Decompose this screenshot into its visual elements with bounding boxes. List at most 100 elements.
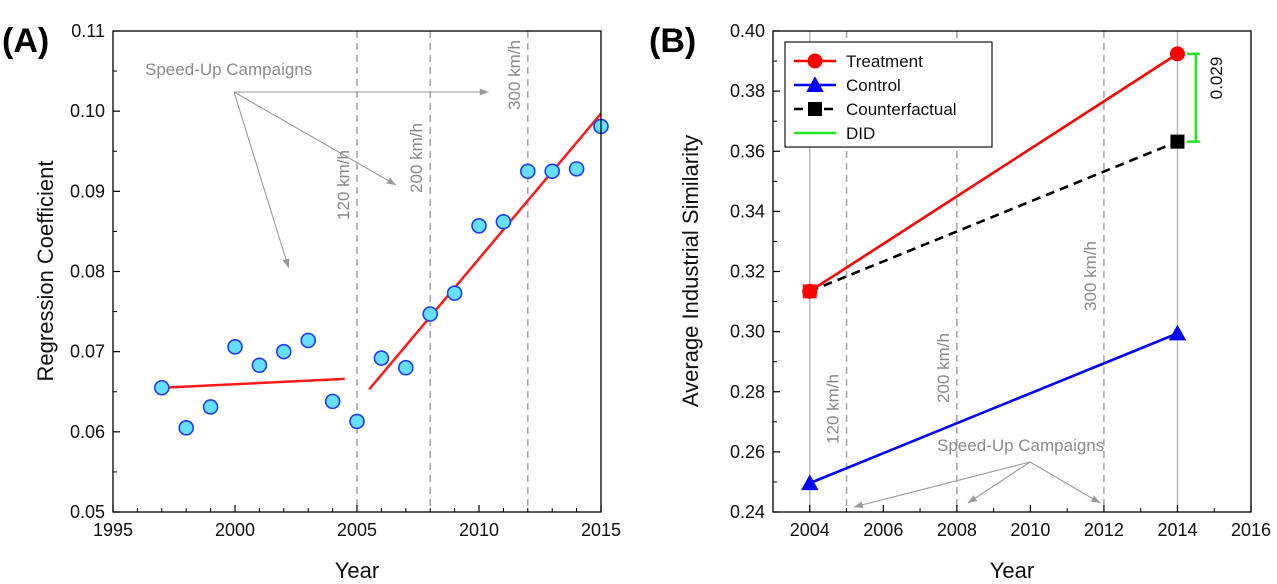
panel-a-data-point	[275, 343, 292, 360]
panel-b-legend-label: DID	[846, 124, 875, 143]
panel-b-label: (B)	[649, 22, 696, 60]
panel-a-y-tick-label: 0.06	[70, 422, 105, 442]
panel-b-series-marker	[1169, 46, 1185, 62]
panel-a-data-point	[471, 218, 487, 234]
panel-a-data-point	[349, 413, 365, 430]
panel-a-x-tick-label: 1995	[93, 520, 133, 540]
panel-b-y-tick-label: 0.24	[730, 502, 765, 522]
panel-b-x-tick-label: 2004	[790, 520, 830, 540]
panel-a-data-point	[300, 332, 317, 349]
panel-a-annotation-arrow	[233, 91, 290, 269]
panel-b-series-marker	[801, 474, 819, 491]
panel-b-legend: Treatment Control Counterfactual DID	[784, 41, 993, 148]
panel-a-vline-label: 200 km/h	[407, 123, 426, 193]
panel-a-x-tick-label: 2005	[337, 520, 377, 540]
panel-a-fit-line	[161, 377, 345, 389]
panel-a-data-point	[519, 163, 536, 180]
panel-b-vlines: 120 km/h 200 km/h 300 km/h	[809, 31, 1179, 512]
panel-b-legend-marker	[807, 53, 823, 69]
panel-b-x-tick-label: 2016	[1231, 520, 1271, 540]
panel-b-arrow-head	[967, 495, 978, 503]
panel-a-points	[154, 118, 609, 436]
panel-a-data-point	[568, 161, 585, 177]
panel-b-x-ticks: 2004 2006 2008 2010 2012 2014 2016	[772, 505, 1271, 540]
panel-a-y-tick-label: 0.05	[70, 502, 105, 522]
panel-b-legend-marker	[808, 102, 822, 116]
panel-a-data-point	[495, 213, 512, 230]
panel-b-legend-label: Counterfactual	[846, 100, 957, 119]
panel-b-annotation: Speed-Up Campaigns	[937, 436, 1104, 455]
panel-a-x-tick-label: 2015	[581, 520, 621, 540]
panel-b-arrow-head	[1090, 495, 1101, 503]
panel-b-series-marker	[1168, 324, 1187, 341]
panel-a-data-point	[154, 379, 170, 396]
panel-b-did-bracket	[1186, 52, 1200, 143]
panel-b-y-tick-label: 0.32	[730, 262, 765, 282]
panel-a-x-tick-label: 2010	[459, 520, 499, 540]
panel-b-series-line	[809, 140, 1178, 293]
panel-b-did-value: 0.029	[1207, 57, 1226, 100]
panel-b-arrow-head	[853, 501, 864, 509]
panel-b-y-tick-label: 0.40	[730, 21, 765, 41]
panel-b-series-marker	[802, 283, 818, 299]
panel-a-data-point	[178, 420, 194, 436]
panel-a-y-tick-label: 0.11	[71, 21, 105, 41]
panel-a-vline-label: 300 km/h	[505, 40, 524, 110]
panel-b-x-tick-label: 2008	[937, 520, 977, 540]
panel-b-annotation-arrow	[967, 461, 1031, 504]
panel-a-x-ticks: 1995 2000 2005 2010 2015	[93, 505, 621, 540]
panel-a-data-point	[422, 306, 439, 322]
panel-b-y-tick-label: 0.34	[730, 201, 765, 221]
panel-b-series-line	[809, 52, 1179, 293]
panel-a-annotation: Speed-Up Campaigns	[145, 60, 312, 79]
panel-a-y-tick-label: 0.08	[70, 262, 105, 282]
panel-a-vline-label: 120 km/h	[334, 150, 353, 220]
panel-b-series-line	[809, 332, 1178, 485]
panel-b-x-axis-label: Year	[990, 558, 1034, 583]
panel-b-y-tick-label: 0.30	[730, 322, 765, 342]
panel-b-x-tick-label: 2010	[1010, 520, 1050, 540]
panel-b-y-ticks: 0.24 0.26 0.28 0.30 0.32 0.34 0.36 0.38 0.40	[730, 21, 780, 522]
panel-b-y-tick-label: 0.26	[730, 442, 765, 462]
panel-a-data-point	[202, 399, 219, 415]
panel-a-y-tick-label: 0.09	[70, 181, 105, 201]
panel-a-y-axis-label: Regression Coefficient	[33, 161, 58, 382]
panel-b-legend-label: Treatment	[846, 52, 923, 71]
panel-b-x-tick-label: 2006	[863, 520, 903, 540]
panel-a-x-tick-label: 2000	[215, 520, 255, 540]
panel-a-arrow-head	[479, 88, 489, 96]
panel-b-annotation-arrow	[1029, 461, 1101, 504]
panel-a-arrow-head	[282, 258, 290, 268]
panel-a-x-axis-label: Year	[335, 558, 379, 583]
panel-b-vline-label: 300 km/h	[1081, 241, 1100, 311]
panel-b-vline-label: 120 km/h	[824, 374, 843, 444]
panel-b-series-marker	[1170, 134, 1185, 149]
panel-a-data-point	[251, 357, 268, 374]
panel-a-y-ticks: 0.05 0.06 0.07 0.08 0.09 0.10 0.11	[70, 21, 120, 522]
panel-a-arrow-head	[386, 177, 397, 185]
panel-a-vlines: 120 km/h 200 km/h 300 km/h	[334, 31, 529, 512]
panel-a-data-point	[227, 339, 243, 355]
panel-b: (B) 120 km/h 200 km/h 300 km/h Speed-Up Ca…	[649, 21, 1271, 583]
panel-b-legend-label: Control	[846, 76, 901, 95]
panel-a-label: (A)	[2, 22, 49, 60]
panel-a-data-point	[544, 163, 561, 180]
panel-b-y-tick-label: 0.28	[730, 382, 765, 402]
panel-b-annotation-arrow	[853, 461, 1031, 508]
panel-a-y-tick-label: 0.10	[70, 101, 105, 121]
panel-b-vline-label: 200 km/h	[934, 333, 953, 403]
panel-b-annotation-arrows	[853, 461, 1101, 509]
panel-a-annotation-arrows	[233, 88, 489, 269]
panel-a-fit-lines	[161, 112, 602, 391]
panel-b-y-tick-label: 0.36	[730, 141, 765, 161]
panel-a-data-point	[373, 350, 390, 366]
panel-b-series	[801, 46, 1187, 491]
panel-a-annotation-arrow	[233, 91, 397, 186]
panel-a-data-point	[324, 393, 341, 410]
panel-b-x-tick-label: 2014	[1157, 520, 1197, 540]
panel-b-x-tick-label: 2012	[1084, 520, 1124, 540]
panel-b-y-axis-label: Average Industrial Similarity	[678, 135, 703, 407]
panel-b-y-tick-label: 0.38	[730, 81, 765, 101]
panel-a-fit-line	[368, 112, 602, 391]
